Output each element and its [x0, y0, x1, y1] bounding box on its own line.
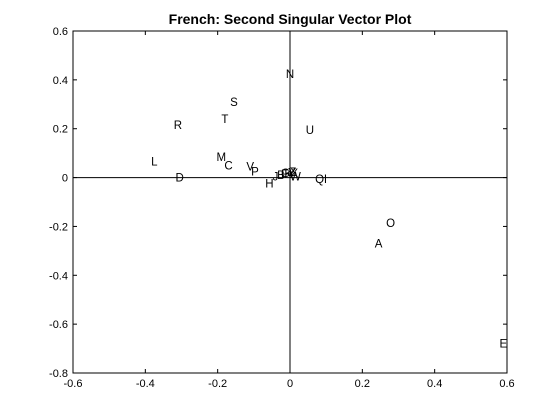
x-tick-label: 0.6: [499, 378, 514, 390]
point-label-r: R: [174, 120, 182, 132]
x-tick-label: -0.6: [64, 378, 83, 390]
x-axis-ticks: -0.6 -0.4 -0.2 0 0.2 0.4 0.6: [64, 31, 515, 390]
point-label-c: C: [224, 160, 232, 172]
point-label-w: W: [290, 171, 301, 183]
reference-lines: [73, 31, 507, 373]
point-label-e: E: [500, 339, 508, 351]
point-label-f: F: [281, 169, 288, 181]
point-label-p: P: [251, 166, 259, 178]
point-label-a: A: [375, 239, 383, 251]
point-label-o: O: [386, 218, 395, 230]
point-label-z: Z: [289, 167, 296, 179]
y-tick-label: -0.4: [49, 270, 68, 282]
x-tick-label: 0: [287, 378, 293, 390]
y-tick-label: 0: [62, 173, 68, 185]
point-label-x: X: [291, 168, 299, 180]
x-tick-label: -0.4: [136, 378, 155, 390]
y-tick-label: 0.6: [53, 26, 68, 38]
point-label-d: D: [176, 173, 184, 185]
point-label-s: S: [230, 97, 238, 109]
y-axis-ticks: -0.8 -0.6 -0.4 -0.2 0 0.2 0.4 0.6: [49, 26, 507, 380]
y-tick-label: -0.2: [49, 221, 68, 233]
point-label-i: I: [324, 174, 327, 186]
point-label-j: J: [273, 171, 279, 183]
point-label-u: U: [306, 125, 314, 137]
point-label-l: L: [151, 157, 158, 169]
x-tick-label: -0.2: [208, 378, 227, 390]
point-label-v: V: [246, 162, 254, 174]
point-label-y: Y: [288, 168, 296, 180]
y-tick-label: -0.6: [49, 319, 68, 331]
point-label-b: B: [277, 170, 285, 182]
y-tick-label: -0.8: [49, 368, 68, 380]
x-tick-label: 0.4: [427, 378, 442, 390]
point-label-t: T: [221, 114, 228, 126]
point-label-n: N: [286, 69, 294, 81]
y-tick-label: 0.2: [53, 124, 68, 136]
point-label-q: Q: [315, 174, 324, 186]
y-tick-label: 0.4: [53, 75, 68, 87]
point-label-h: H: [265, 179, 273, 191]
point-label-k: K: [284, 169, 292, 181]
point-label-g: G: [281, 168, 290, 180]
x-tick-label: 0.2: [355, 378, 370, 390]
point-label-m: M: [216, 152, 226, 164]
chart-title: French: Second Singular Vector Plot: [169, 11, 412, 27]
